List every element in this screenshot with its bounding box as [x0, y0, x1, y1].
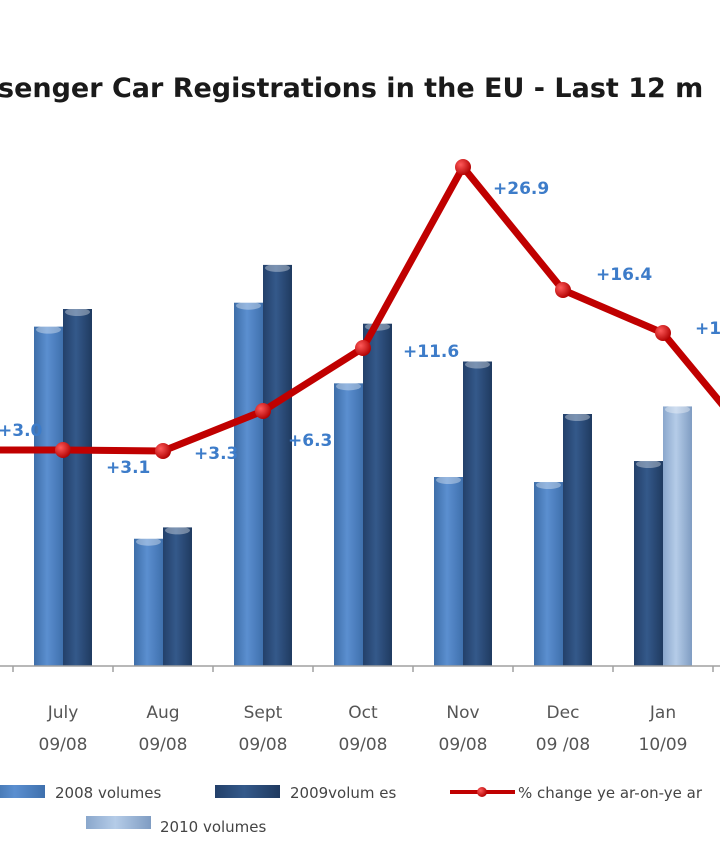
- category-label-month: Nov: [446, 703, 479, 723]
- pct-change-data-label: +3.0: [0, 421, 43, 441]
- bar-2008-1-body: [134, 538, 163, 666]
- bar-2008-5: [534, 481, 563, 666]
- legend-item-2010[interactable]: 2010 volumes: [86, 816, 267, 836]
- pct-change-data-label: +16.4: [596, 265, 652, 285]
- legend-swatch-2008: [0, 785, 45, 798]
- bar-2009-5-highlight: [565, 413, 590, 421]
- bar-2009-5: [563, 413, 592, 666]
- category-label-month: Jan: [649, 703, 676, 723]
- legend-label-2008: 2008 volumes: [55, 784, 162, 802]
- line-layer: [0, 159, 720, 459]
- pct-change-marker: [655, 325, 671, 341]
- bar-2009-2: [263, 263, 292, 666]
- bar-2009-4-highlight: [465, 360, 490, 369]
- category-label-period: 09/08: [339, 735, 388, 755]
- bars-layer: [34, 263, 692, 666]
- pct-change-data-label: +26.9: [493, 179, 549, 199]
- bar-2008-3-body: [334, 383, 363, 666]
- bar-2010-6-body: [663, 406, 692, 666]
- category-label-period: 09/08: [139, 735, 188, 755]
- bar-2008-4-body: [434, 477, 463, 666]
- bar-2008-2-highlight: [236, 301, 261, 310]
- category-label-period: 10/09: [639, 735, 688, 755]
- bar-2008-5-body: [534, 482, 563, 666]
- x-axis-ticks: [12, 666, 714, 672]
- bar-2009-0: [63, 308, 92, 666]
- legend-item-pct-change[interactable]: % change ye ar-on-ye ar: [450, 784, 703, 802]
- category-label-period: 09/08: [39, 735, 88, 755]
- bar-2008-4: [434, 476, 463, 666]
- pct-change-marker: [455, 159, 471, 175]
- pct-change-marker: [155, 443, 171, 459]
- category-label-period: 09 /08: [536, 735, 590, 755]
- chart-title: senger Car Registrations in the EU - Las…: [0, 73, 703, 104]
- legend-label-2010: 2010 volumes: [160, 818, 267, 836]
- legend-swatch-2010: [86, 816, 151, 829]
- bar-2010-6-highlight: [665, 405, 690, 414]
- bar-2009-1-highlight: [165, 526, 190, 535]
- bar-2009-3: [363, 322, 392, 666]
- bar-2009-0-body: [63, 309, 92, 666]
- bar-2009-2-body: [263, 264, 292, 666]
- bar-2009-6: [634, 460, 663, 666]
- bar-2008-3-highlight: [336, 382, 361, 391]
- data-labels: +3.0 +3.1 +3.3 +6.3 +11.6 +26.9 +16.4 +1: [0, 179, 720, 478]
- bar-2008-2-body: [234, 302, 263, 666]
- category-label-month: Sept: [244, 703, 283, 723]
- legend-marker-pct-change: [477, 787, 487, 797]
- bar-2009-2-highlight: [265, 263, 290, 272]
- bar-2008-5-highlight: [536, 481, 561, 490]
- bar-2009-6-body: [634, 461, 663, 666]
- bar-2009-0-highlight: [65, 308, 90, 316]
- legend-swatch-2009: [215, 785, 280, 798]
- pct-change-data-label: +1: [695, 319, 720, 339]
- bar-2009-4-body: [463, 361, 492, 666]
- bar-2009-1-body: [163, 527, 192, 666]
- bar-2009-3-body: [363, 323, 392, 666]
- category-labels: July 09/08 Aug 09/08 Sept 09/08 Oct 09/08 Nov 09/…: [39, 703, 688, 755]
- legend-item-2009[interactable]: 2009volum es: [215, 784, 397, 802]
- bar-2008-2: [234, 301, 263, 666]
- pct-change-data-label: +6.3: [288, 431, 332, 451]
- pct-change-data-label: +3.3: [194, 444, 238, 464]
- category-label-period: 09/08: [439, 735, 488, 755]
- pct-change-marker: [355, 340, 371, 356]
- legend-label-pct-change: % change ye ar-on-ye ar: [518, 784, 703, 802]
- pct-change-marker: [55, 442, 71, 458]
- bar-2009-6-highlight: [636, 460, 661, 469]
- legend: 2008 volumes 2009volum es % change ye ar…: [0, 784, 703, 836]
- category-label-period: 09/08: [239, 735, 288, 755]
- bar-2008-1: [134, 537, 163, 666]
- category-label-month: July: [47, 703, 79, 723]
- legend-item-2008[interactable]: 2008 volumes: [0, 784, 162, 802]
- category-label-month: Oct: [348, 703, 378, 723]
- pct-change-data-label: +11.6: [403, 342, 459, 362]
- bar-2009-5-body: [563, 414, 592, 666]
- category-label-month: Aug: [146, 703, 179, 723]
- pct-change-data-label: +3.1: [106, 458, 150, 478]
- bar-2008-4-highlight: [436, 476, 461, 484]
- pct-change-marker: [555, 282, 571, 298]
- bar-2008-1-highlight: [136, 537, 161, 546]
- legend-label-2009: 2009volum es: [290, 784, 397, 802]
- category-label-month: Dec: [547, 703, 580, 723]
- bar-2008-0: [34, 325, 63, 666]
- bar-2008-0-body: [34, 326, 63, 666]
- bar-2010-6: [663, 405, 692, 666]
- bar-2008-0-highlight: [36, 325, 61, 334]
- bar-2009-1: [163, 526, 192, 666]
- pct-change-marker: [255, 403, 271, 419]
- bar-2009-4: [463, 360, 492, 666]
- bar-2008-3: [334, 382, 363, 666]
